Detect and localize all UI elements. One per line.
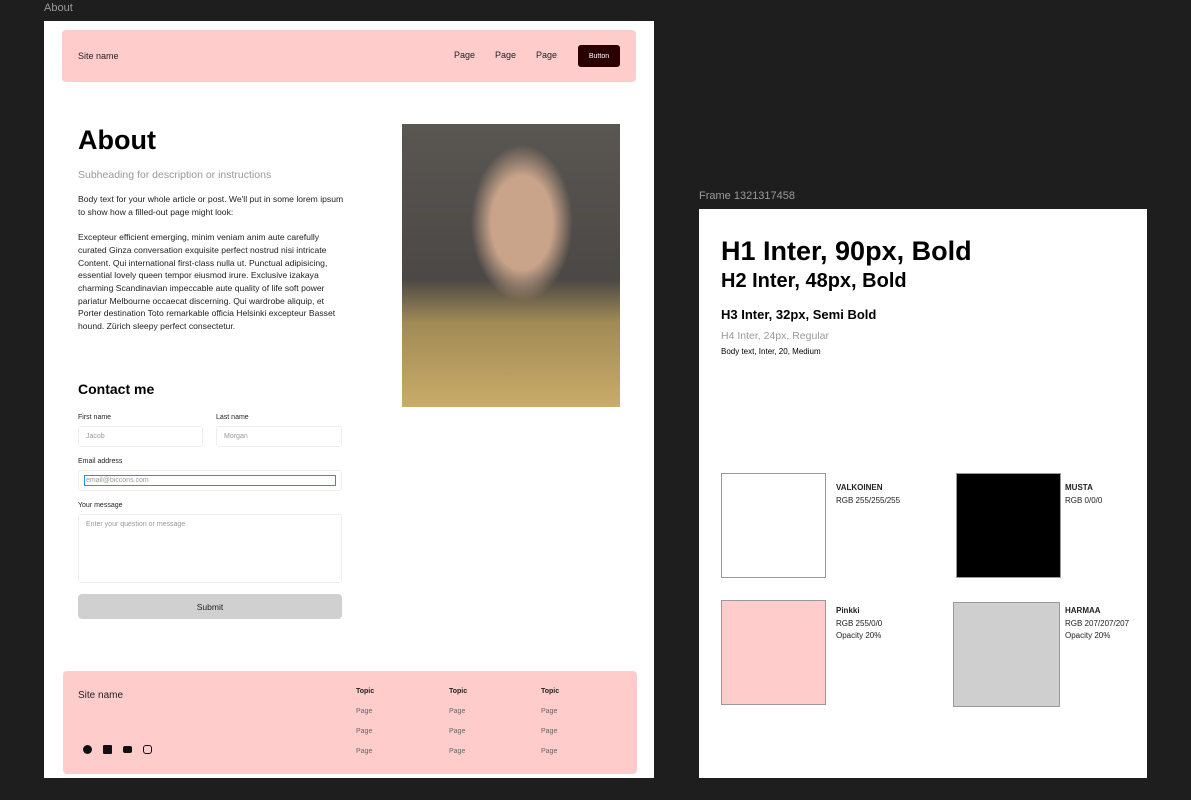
swatch-harmaa — [953, 602, 1060, 707]
footer-topic-2: Topic — [449, 688, 468, 695]
youtube-icon[interactable] — [123, 746, 132, 753]
body-paragraph-2: Excepteur efficient emerging, minim veni… — [78, 232, 336, 332]
footer-link[interactable]: Page — [356, 748, 373, 755]
page-title: About — [78, 125, 156, 155]
footer-topic-3: Topic — [541, 688, 560, 695]
message-placeholder: Enter your question or message — [86, 521, 186, 528]
site-name[interactable]: Site name — [78, 51, 119, 61]
subheading: Subheading for description or instructio… — [78, 169, 272, 181]
h2-sample: H2 Inter, 48px, Bold — [721, 270, 907, 292]
footer-topic-1: Topic — [356, 688, 375, 695]
message-textarea[interactable]: Enter your question or message — [78, 514, 342, 583]
submit-button[interactable]: Submit — [78, 594, 342, 619]
body-text: Body text for your whole article or post… — [78, 193, 348, 333]
body-sample: Body text, Inter, 20, Medium — [721, 347, 821, 356]
footer-link[interactable]: Page — [541, 708, 558, 715]
nav-link-page-2[interactable]: Page — [495, 50, 517, 60]
frame-label-styles[interactable]: Frame 1321317458 — [699, 190, 796, 202]
footer: Site name Topic Page Page Page Topic Pag… — [63, 671, 637, 774]
footer-link[interactable]: Page — [541, 728, 558, 735]
last-name-label: Last name — [216, 414, 249, 421]
email-input[interactable]: email@biccons.com — [78, 470, 342, 491]
last-name-input[interactable]: Morgan — [216, 426, 342, 447]
last-name-placeholder: Morgan — [224, 433, 248, 440]
swatch-pinkki — [721, 600, 826, 705]
swatch-musta — [956, 473, 1061, 578]
swatch-valkoinen — [721, 473, 826, 578]
nav-button[interactable]: Button — [578, 45, 620, 67]
contact-title: Contact me — [78, 381, 155, 397]
footer-link[interactable]: Page — [449, 728, 466, 735]
portrait-photo — [402, 124, 620, 407]
footer-link[interactable]: Page — [449, 708, 466, 715]
nav-link-page-1[interactable]: Page — [454, 50, 476, 60]
navbar: Site name Page Page Page Button — [62, 30, 636, 82]
facebook-icon[interactable] — [83, 745, 92, 754]
frame-label-about[interactable]: About — [44, 2, 73, 14]
about-page-frame: Site name Page Page Page Button About Su… — [44, 21, 654, 778]
instagram-icon[interactable] — [143, 745, 152, 754]
h3-sample: H3 Inter, 32px, Semi Bold — [721, 307, 877, 322]
email-placeholder: email@biccons.com — [84, 475, 336, 486]
email-label: Email address — [78, 458, 123, 465]
swatch-valkoinen-label: VALKOINEN RGB 255/255/255 — [836, 483, 901, 505]
footer-link[interactable]: Page — [541, 748, 558, 755]
swatch-pinkki-label: Pinkki RGB 255/0/0 Opacity 20% — [836, 606, 883, 640]
nav-link-page-3[interactable]: Page — [536, 50, 558, 60]
footer-link[interactable]: Page — [356, 708, 373, 715]
footer-link[interactable]: Page — [356, 728, 373, 735]
linkedin-icon[interactable] — [103, 745, 112, 754]
swatch-harmaa-label: HARMAA RGB 207/207/207 Opacity 20% — [1065, 606, 1130, 640]
message-label: Your message — [78, 502, 123, 509]
body-paragraph-1: Body text for your whole article or post… — [78, 194, 344, 217]
h1-sample: H1 Inter, 90px, Bold — [721, 236, 972, 266]
first-name-placeholder: Jacob — [86, 433, 105, 440]
first-name-input[interactable]: Jacob — [78, 426, 203, 447]
style-guide-frame: H1 Inter, 90px, Bold H2 Inter, 48px, Bol… — [699, 209, 1147, 778]
footer-site-name: Site name — [78, 690, 124, 701]
swatch-musta-label: MUSTA RGB 0/0/0 — [1065, 483, 1103, 505]
first-name-label: First name — [78, 414, 112, 421]
h4-sample: H4 Inter, 24px, Regular — [721, 330, 829, 342]
footer-link[interactable]: Page — [449, 748, 466, 755]
